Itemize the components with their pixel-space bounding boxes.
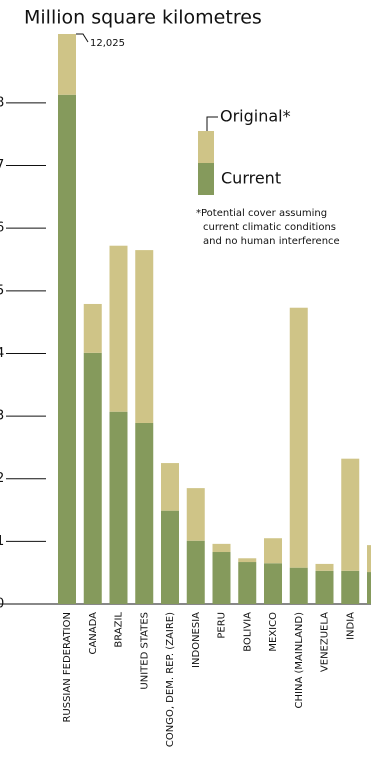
y-tick-label: 7 [0,158,4,173]
x-tick-label: CHINA (MAINLAND) [294,612,305,709]
annotation-line [76,33,89,43]
x-tick-label: MEXICO [268,612,279,652]
legend-label: Original* [220,107,291,126]
bar-segment [135,422,154,604]
x-tick-label: BOLIVIA [242,612,253,652]
bar-segment [109,245,128,412]
y-tick-label: 3 [0,409,4,424]
note: current climatic conditions [203,222,336,233]
x-tick-label: UNITED STATES [139,612,150,690]
bar-segment [135,250,154,423]
bar-segment [341,570,360,604]
bar-segment [161,463,179,511]
bar-segment [238,562,257,604]
x-tick-label: INDIA [345,612,356,640]
note: *Potential cover assuming [196,208,327,219]
bar-segment [212,552,231,604]
bar-segment [367,545,371,573]
bar-segment [341,458,360,571]
bar-segment [264,538,282,564]
legend-swatch [198,131,214,163]
x-tick-label: PERU [217,612,228,639]
x-tick-label: CONGO, DEM. REP. (ZAIRE) [165,612,176,747]
bar-segment [264,563,282,604]
x-tick-label: INDONESIA [191,612,202,668]
y-tick-label: 8 [0,95,4,110]
bar-segment [186,488,205,541]
y-tick-label: 1 [0,534,4,549]
x-tick-label: VENEZUELA [320,612,331,672]
y-tick-label: 6 [0,221,4,236]
bar-segment [315,563,334,571]
legend-bracket [206,116,218,131]
bar-segment [289,307,308,568]
bar-segment [58,94,76,604]
bar-segment [367,572,371,604]
bar-segment [161,510,179,604]
chart-title: Million square kilometres [24,7,262,29]
bar-segment [289,567,308,604]
y-tick-label: 2 [0,471,4,486]
bar-segment [109,411,128,604]
x-tick-label: CANADA [88,612,99,655]
y-tick-label: 5 [0,283,4,298]
bar-segment [83,352,102,604]
note: and no human interference [203,236,340,247]
bar-segment [186,540,205,604]
bar-segment [238,558,257,563]
legend-label: Current [221,169,281,188]
y-tick-label: 4 [0,346,4,361]
x-tick-label: RUSSIAN FEDERATION [62,612,73,723]
bar-segment [83,303,102,353]
x-tick-label: BRAZIL [114,612,125,648]
annotation: 12,025 [90,38,125,49]
bars [58,34,371,604]
legend-swatch [198,163,214,195]
bar-segment [212,543,231,553]
bar-segment [315,570,334,604]
bar-segment [58,34,76,95]
